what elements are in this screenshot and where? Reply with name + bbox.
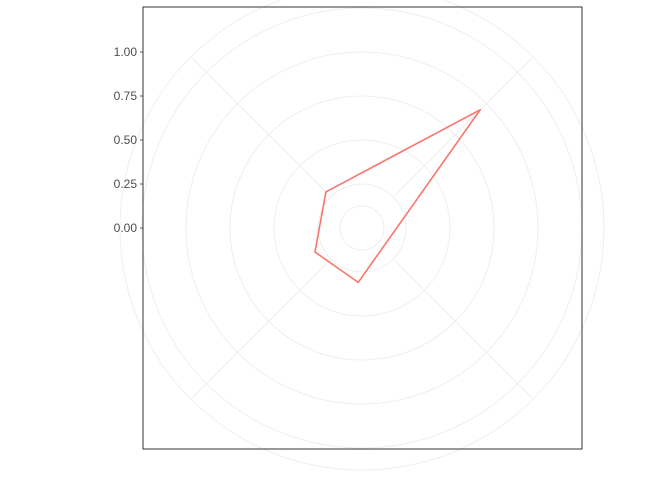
grid-ring xyxy=(317,183,407,273)
grid-spoke xyxy=(190,258,332,400)
y-tick-label: 0.00 xyxy=(114,221,138,235)
grid-ring xyxy=(339,205,385,251)
grid-ring xyxy=(229,95,495,361)
grid-spoke xyxy=(190,56,332,198)
y-tick-label: 0.50 xyxy=(114,133,138,147)
series-layer xyxy=(314,108,482,284)
series-vertex xyxy=(357,281,359,284)
grid-ring xyxy=(119,0,605,471)
grid-spoke xyxy=(392,258,534,400)
y-axis-ticks: 0.00 0.25 0.50 0.75 1.00 xyxy=(114,45,143,235)
grid-ring xyxy=(185,51,539,405)
panel-border xyxy=(142,6,583,450)
grid xyxy=(119,0,605,471)
grid-spoke xyxy=(392,56,534,198)
y-tick-label: 1.00 xyxy=(114,45,138,59)
series-vertex xyxy=(479,108,482,111)
y-tick-label: 0.25 xyxy=(114,177,138,191)
series-polygon xyxy=(314,109,482,284)
series-vertex xyxy=(325,191,327,193)
grid-ring xyxy=(273,139,451,317)
series-vertex xyxy=(314,251,316,253)
y-tick-label: 0.75 xyxy=(114,89,138,103)
